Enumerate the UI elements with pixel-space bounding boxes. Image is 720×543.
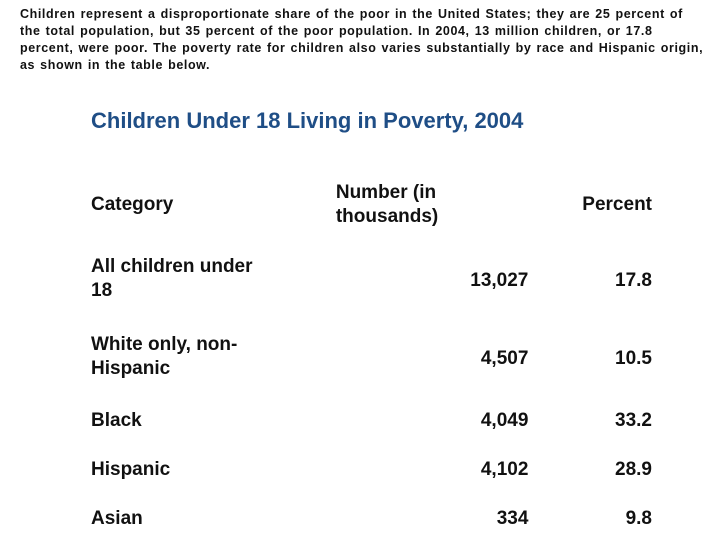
row-percent: 10.5 [615, 348, 652, 369]
header-number-line1: Number (in [335, 182, 437, 203]
table-row: White only, non-Hispanic 4,507 10.5 [91, 318, 671, 396]
header-number: Number (in thousands) [279, 170, 529, 240]
row-percent: 17.8 [615, 270, 652, 291]
row-percent: 9.8 [625, 507, 652, 529]
row-category: Hispanic [91, 458, 171, 480]
header-number-line2: thousands) [335, 206, 439, 227]
table-header-row: Category Number (in thousands) Percent [91, 170, 671, 240]
row-category: White only, non-Hispanic [91, 334, 238, 379]
row-percent: 33.2 [615, 409, 652, 431]
row-percent: 28.9 [615, 458, 652, 480]
table-row: Black 4,049 33.2 [91, 396, 671, 445]
row-category: Asian [91, 507, 143, 529]
table-row: Hispanic 4,102 28.9 [91, 445, 671, 494]
row-number: 4,507 [480, 348, 529, 369]
intro-paragraph: Children represent a disproportionate sh… [20, 7, 704, 72]
row-category: All children under 18 [91, 256, 253, 301]
header-category: Category [91, 194, 174, 215]
table-row: Asian 334 9.8 [91, 494, 671, 543]
row-category: Black [91, 409, 142, 431]
header-percent: Percent [582, 194, 652, 215]
row-number: 13,027 [470, 270, 529, 291]
row-number: 4,049 [480, 409, 529, 431]
row-number: 4,102 [480, 458, 529, 480]
table-title: Children Under 18 Living in Poverty, 200… [91, 108, 524, 133]
row-number: 334 [496, 507, 529, 529]
poverty-table: Category Number (in thousands) Percent A… [91, 170, 671, 543]
table-row: All children under 18 13,027 17.8 [91, 240, 671, 318]
